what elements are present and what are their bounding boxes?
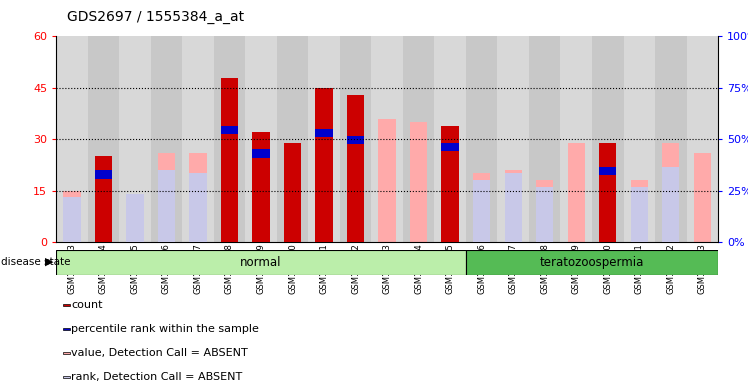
Text: teratozoospermia: teratozoospermia (540, 256, 644, 268)
Bar (504, 174, 522, 242)
Bar (410, 122, 427, 242)
Text: ▶: ▶ (46, 257, 54, 267)
Text: GDS2697 / 1555384_a_at: GDS2697 / 1555384_a_at (67, 10, 245, 23)
Bar (88, 36, 119, 242)
Bar (221, 126, 238, 134)
Bar (63, 328, 70, 330)
Bar (347, 95, 364, 242)
Bar (56, 250, 466, 275)
Bar (378, 119, 396, 242)
Bar (504, 170, 522, 242)
Bar (473, 180, 491, 242)
Bar (150, 36, 183, 242)
Bar (529, 36, 560, 242)
Bar (655, 36, 687, 242)
Bar (599, 167, 616, 175)
Bar (221, 78, 238, 242)
Bar (308, 36, 340, 242)
Bar (63, 353, 70, 354)
Bar (252, 149, 270, 158)
Bar (283, 153, 301, 242)
Bar (497, 36, 529, 242)
Bar (568, 142, 585, 242)
Bar (631, 187, 648, 242)
Bar (466, 250, 718, 275)
Bar (403, 36, 435, 242)
Bar (283, 160, 301, 242)
Bar (252, 132, 270, 242)
Bar (63, 376, 70, 378)
Bar (158, 170, 175, 242)
Bar (126, 194, 144, 242)
Bar (592, 36, 624, 242)
Bar (536, 180, 554, 242)
Text: disease state: disease state (1, 257, 71, 267)
Bar (441, 142, 459, 151)
Bar (214, 36, 245, 242)
Bar (441, 126, 459, 242)
Bar (687, 36, 718, 242)
Bar (631, 180, 648, 242)
Bar (126, 194, 144, 242)
Bar (560, 36, 592, 242)
Bar (63, 305, 70, 306)
Bar (283, 142, 301, 242)
Bar (662, 142, 679, 242)
Bar (63, 190, 81, 242)
Bar (536, 187, 554, 242)
Bar (624, 36, 655, 242)
Bar (158, 153, 175, 242)
Bar (95, 170, 112, 179)
Bar (316, 129, 333, 137)
Bar (435, 36, 466, 242)
Bar (371, 36, 403, 242)
Bar (340, 36, 371, 242)
Bar (95, 156, 112, 242)
Bar (599, 142, 616, 242)
Text: rank, Detection Call = ABSENT: rank, Detection Call = ABSENT (71, 372, 242, 382)
Bar (189, 174, 206, 242)
Bar (277, 36, 308, 242)
Text: count: count (71, 300, 102, 310)
Bar (245, 36, 277, 242)
Bar (466, 36, 497, 242)
Text: percentile rank within the sample: percentile rank within the sample (71, 324, 259, 334)
Bar (63, 197, 81, 242)
Bar (183, 36, 214, 242)
Bar (693, 153, 711, 242)
Bar (189, 153, 206, 242)
Bar (662, 167, 679, 242)
Text: value, Detection Call = ABSENT: value, Detection Call = ABSENT (71, 348, 248, 358)
Bar (316, 88, 333, 242)
Bar (473, 174, 491, 242)
Bar (56, 36, 88, 242)
Bar (119, 36, 150, 242)
Bar (347, 136, 364, 144)
Text: normal: normal (240, 256, 282, 268)
